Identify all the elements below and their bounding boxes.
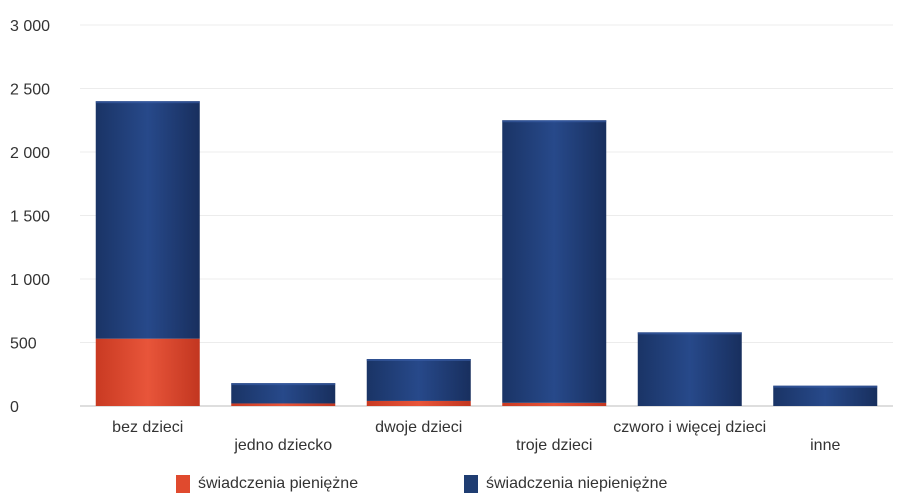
bar-cap — [637, 332, 742, 335]
y-tick-label: 2 000 — [10, 145, 50, 162]
legend-label-cash: świadczenia pieniężne — [198, 475, 359, 492]
x-category-label: troje dzieci — [516, 437, 592, 454]
y-tick-label: 2 500 — [10, 82, 50, 99]
legend-label-noncash: świadczenia niepieniężne — [486, 475, 668, 492]
y-tick-label: 1 000 — [10, 272, 50, 289]
y-tick-label: 1 500 — [10, 209, 50, 226]
bar-chart: 3 000 2 500 2 000 1 500 1 000 500 0 bez dzieci… — [10, 18, 893, 454]
bar-cap — [366, 359, 471, 362]
bar-segment — [366, 359, 471, 401]
bar-segment — [637, 332, 742, 406]
x-category-label: czworo i więcej dzieci — [613, 419, 766, 436]
bar-cap — [502, 120, 607, 123]
bar-segment — [502, 402, 607, 406]
legend-item-noncash: świadczenia niepieniężne — [464, 475, 667, 493]
bar-cap — [773, 385, 878, 388]
bars — [95, 101, 878, 406]
bar-segment — [231, 403, 336, 406]
x-category-label: inne — [810, 437, 840, 454]
bar-segment — [366, 400, 471, 406]
bar-segment — [502, 120, 607, 403]
legend: świadczenia pieniężne świadczenia niepie… — [0, 475, 901, 497]
x-category-label: bez dzieci — [112, 419, 183, 436]
y-tick-label: 0 — [10, 399, 19, 416]
bar-cap — [231, 383, 336, 386]
legend-swatch-noncash — [464, 475, 478, 493]
y-tick-label: 500 — [10, 336, 37, 353]
bar-segment — [231, 383, 336, 404]
x-category-label: dwoje dzieci — [375, 419, 462, 436]
bar-cap — [95, 101, 200, 104]
bar-segment — [773, 385, 878, 406]
bar-segment — [95, 101, 200, 339]
bar-segment — [95, 338, 200, 406]
x-axis: bez dzieci jedno dziecko dwoje dzieci troje… — [112, 419, 840, 454]
legend-swatch-cash — [176, 475, 190, 493]
legend-item-cash: świadczenia pieniężne — [176, 475, 358, 493]
y-axis: 3 000 2 500 2 000 1 500 1 000 500 0 — [10, 18, 50, 416]
x-category-label: jedno dziecko — [233, 437, 332, 454]
y-tick-label: 3 000 — [10, 18, 50, 35]
gridlines — [80, 24, 893, 407]
